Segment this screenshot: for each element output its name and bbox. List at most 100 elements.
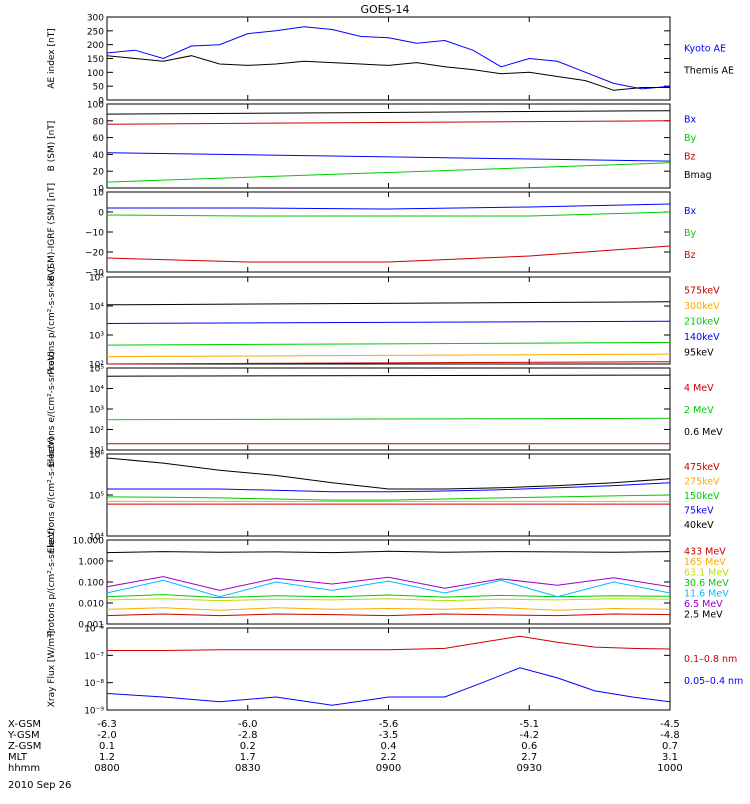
ephemeris-value: 0930 xyxy=(517,763,542,774)
y-tick-label: 10⁻⁷ xyxy=(84,652,104,662)
ephemeris-value: 2.7 xyxy=(521,752,537,763)
series-line-95kev xyxy=(106,301,671,306)
y-axis-label: Electrons e/(cm²-s-sr-keV) xyxy=(47,351,57,467)
ephemeris-row-label: Z-GSM xyxy=(8,741,41,752)
legend-entry: 11.6 MeV xyxy=(684,589,729,600)
series-line-0-6-mev xyxy=(106,374,671,377)
ephemeris-value: -4.8 xyxy=(660,730,680,741)
y-tick-label: 10.000 xyxy=(73,537,105,547)
y-tick-label: 10 xyxy=(93,189,105,199)
legend-entry: 0.05–0.4 nm xyxy=(684,676,743,687)
panel-eh: 10⁴ 10⁵ 10⁶ Electrons e/(cm²-s-sr-keV) 475ke… xyxy=(47,437,720,553)
legend-entry: Bx xyxy=(684,114,697,125)
series-line-300kev xyxy=(106,353,671,358)
ephemeris-value: 0.6 xyxy=(521,741,537,752)
ephemeris-value: -6.0 xyxy=(238,719,258,730)
legend-entry: 4 MeV xyxy=(684,383,714,394)
ephemeris-value: 0830 xyxy=(235,763,260,774)
series-line-bz xyxy=(106,120,671,125)
series-line-210kev xyxy=(106,342,671,346)
y-axis-label: AE index [nT] xyxy=(47,28,57,88)
panel-frame xyxy=(106,16,671,101)
y-tick-label: 10⁵ xyxy=(89,492,104,502)
legend-entry: Bz xyxy=(684,250,696,261)
y-tick-label: 250 xyxy=(87,27,104,37)
series-line-575kev xyxy=(106,361,671,365)
ephemeris-value: 1000 xyxy=(657,763,682,774)
ephemeris-row-label: X-GSM xyxy=(8,719,41,730)
series-line-2-mev xyxy=(106,417,671,421)
y-tick-label: 40 xyxy=(93,151,105,161)
y-tick-label: 10¹ xyxy=(89,447,104,457)
legend-entry: 95keV xyxy=(684,347,714,358)
y-tick-label: −30 xyxy=(85,269,104,279)
series-line-bmag xyxy=(106,110,671,115)
y-tick-label: 10⁶ xyxy=(89,451,104,461)
series-line-by xyxy=(106,211,671,217)
y-tick-label: 10⁴ xyxy=(89,303,104,313)
ephemeris-value: 0.2 xyxy=(240,741,256,752)
ephemeris-value: 0900 xyxy=(376,763,401,774)
ephemeris-value: -4.2 xyxy=(519,730,539,741)
legend-entry: 165 MeV xyxy=(684,557,726,568)
y-tick-label: 0 xyxy=(98,97,104,107)
ephemeris-row-label: MLT xyxy=(8,752,28,763)
date-label: 2010 Sep 26 xyxy=(8,780,71,791)
panel-ph: 0.001 0.010 0.100 1.000 10.000 Protons p/(cm²… xyxy=(47,528,729,637)
y-axis-label: B (SM) [nT] xyxy=(47,121,57,172)
y-tick-label: 100 xyxy=(87,101,104,111)
series-line-themis-ae xyxy=(106,55,670,91)
legend-entry: 30.6 MeV xyxy=(684,578,729,589)
y-tick-label: 10³ xyxy=(89,332,104,342)
series-line-bx xyxy=(107,203,671,210)
ephemeris-value: 0800 xyxy=(94,763,119,774)
legend-entry: 0.1–0.8 nm xyxy=(684,654,737,665)
legend-entry: 75keV xyxy=(684,505,714,516)
ephemeris-table: X-GSM -6.3 -6.0 -5.6 -5.1 -4.5 Y-GSM -2.0 -2.8 -3… xyxy=(7,719,683,774)
ephemeris-value: -2.8 xyxy=(238,730,258,741)
y-tick-label: 10⁵ xyxy=(89,365,104,375)
legend-entry: 575keV xyxy=(684,286,720,297)
y-axis-label: Xray Flux [W/m²] xyxy=(47,631,57,707)
panel-frame xyxy=(106,367,671,451)
y-axis-label: Electrons e/(cm²-s-sr-keV) xyxy=(47,437,57,553)
legend-entry: 433 MeV xyxy=(684,546,726,557)
y-tick-label: 10⁴ xyxy=(89,533,104,543)
legend-entry: 63.1 MeV xyxy=(684,567,729,578)
y-axis-label: B (SM)-IGRF (SM) [nT] xyxy=(47,183,57,281)
panel-frame xyxy=(106,276,671,365)
legend-entry: 150keV xyxy=(684,491,720,502)
y-tick-label: 10⁵ xyxy=(89,274,104,284)
y-tick-label: 10⁻⁶ xyxy=(84,625,104,635)
series-line-2-5-mev xyxy=(106,550,671,554)
ephemeris-value: 1.7 xyxy=(240,752,256,763)
series-line-165-mev xyxy=(106,607,671,611)
ephemeris-row-label: Y-GSM xyxy=(7,730,40,741)
series-line-0-05-0-4-nm xyxy=(106,667,671,706)
panel-b: 0 20 40 60 80 100 B (SM) [nT] Bx By Bz Bmag xyxy=(47,101,712,195)
ephemeris-value: -3.5 xyxy=(379,730,399,741)
ephemeris-value: 2.2 xyxy=(381,752,397,763)
legend-entry: By xyxy=(684,228,697,239)
legend-entry: 40keV xyxy=(684,520,714,531)
legend-entry: 6.5 MeV xyxy=(684,599,723,610)
legend-entry: 2 MeV xyxy=(684,405,714,416)
y-tick-label: 10² xyxy=(89,361,104,371)
y-tick-label: −20 xyxy=(85,249,104,259)
y-tick-label: 60 xyxy=(93,134,105,144)
panel-frame xyxy=(106,627,671,711)
legend-entry: Bx xyxy=(684,206,697,217)
legend-entry: 300keV xyxy=(684,301,720,312)
y-tick-label: 200 xyxy=(87,41,104,51)
series-line-11-6-mev xyxy=(106,579,671,598)
series-line-by xyxy=(106,162,671,183)
series-line-63-1-mev xyxy=(106,598,671,602)
y-tick-label: 10² xyxy=(89,426,104,436)
y-tick-label: 10⁻⁹ xyxy=(84,707,104,717)
y-axis-label: Protons p/(cm²-s-sr-keV) xyxy=(47,266,57,375)
legend-entry: 210keV xyxy=(684,317,720,328)
series-line-30-6-mev xyxy=(106,594,671,599)
ephemeris-value: 0.4 xyxy=(381,741,397,752)
